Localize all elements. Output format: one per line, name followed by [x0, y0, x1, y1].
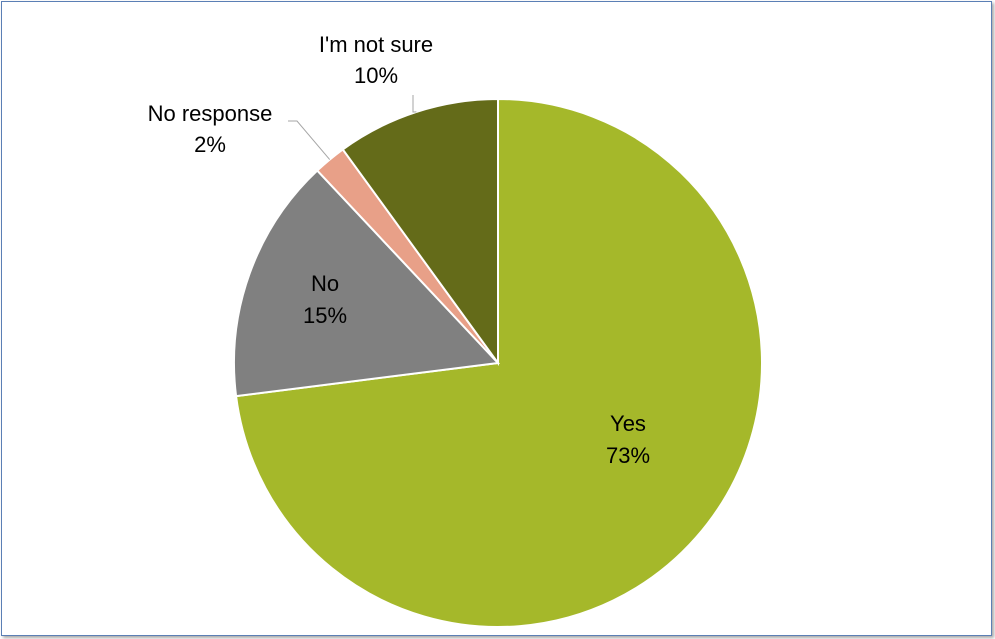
leader-line-no-response	[288, 120, 331, 160]
slice-label-no-response: No response	[148, 101, 273, 126]
slice-value-no-response: 2%	[194, 132, 226, 157]
leader-lines	[288, 95, 417, 160]
slice-value-not-sure: 10%	[354, 63, 398, 88]
pie-slice-i-m-not-sure	[341, 97, 499, 367]
pie-slice-no	[233, 169, 501, 398]
slice-label-no: No	[311, 271, 339, 296]
slice-label-yes: Yes	[610, 411, 646, 436]
slice-value-no: 15%	[303, 303, 347, 328]
leader-line-not-sure	[412, 95, 417, 113]
slice-value-yes: 73%	[606, 443, 650, 468]
pie-slices	[233, 97, 763, 628]
slice-label-not-sure: I'm not sure	[319, 32, 433, 57]
